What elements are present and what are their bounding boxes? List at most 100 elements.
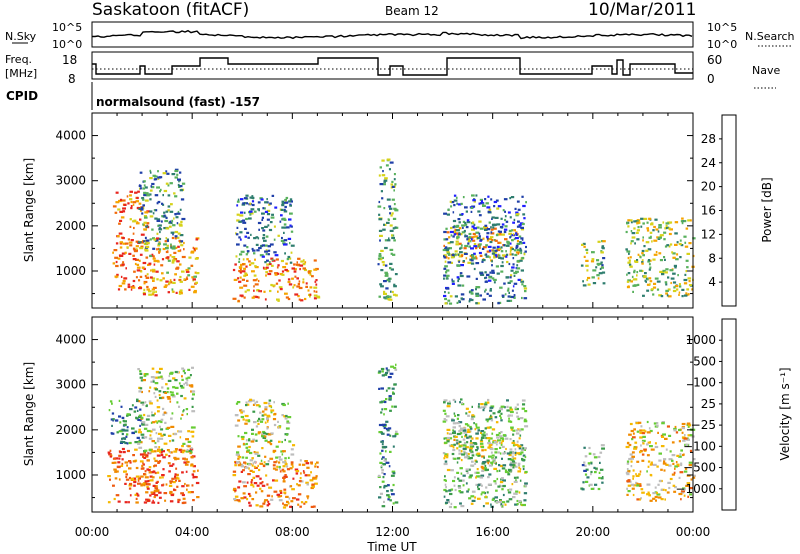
echo-cell — [386, 198, 391, 201]
echo-cell — [646, 420, 649, 424]
echo-cell — [461, 284, 465, 287]
echo-cell — [157, 176, 161, 179]
echo-cell — [656, 280, 661, 283]
echo-cell — [458, 232, 461, 235]
echo-cell — [143, 191, 147, 194]
echo-cell — [240, 465, 244, 468]
echo-cell — [239, 276, 242, 279]
echo-cell — [255, 504, 259, 507]
echo-cell — [148, 471, 152, 474]
echo-cell — [261, 435, 265, 438]
echo-cell — [263, 461, 266, 464]
echo-cell — [512, 257, 515, 260]
echo-cell — [245, 217, 248, 221]
colorbar-tick-label: 28 — [701, 132, 716, 146]
echo-cell — [500, 478, 502, 481]
echo-cell — [500, 477, 504, 480]
echo-cell — [158, 237, 162, 241]
echo-cell — [673, 429, 677, 432]
echo-cell — [156, 202, 159, 205]
echo-cell — [511, 460, 516, 463]
echo-cell — [380, 387, 384, 390]
echo-cell — [173, 251, 177, 254]
echo-cell — [500, 270, 504, 273]
echo-cell — [521, 222, 525, 226]
echo-cell — [459, 502, 462, 505]
echo-cell — [167, 291, 170, 294]
echo-cell — [163, 211, 166, 214]
echo-cell — [174, 475, 177, 478]
echo-cell — [174, 386, 179, 389]
echo-cell — [488, 439, 491, 442]
colorbar-tick-label: 25 — [701, 397, 716, 411]
echo-cell — [648, 217, 652, 220]
echo-cell — [489, 240, 493, 244]
echo-cell — [107, 501, 111, 504]
echo-cell — [517, 428, 520, 431]
echo-cell — [298, 463, 301, 466]
echo-cell — [307, 289, 310, 292]
echo-cell — [144, 476, 149, 479]
echo-cell — [482, 204, 486, 207]
echo-cell — [281, 200, 285, 203]
echo-cell — [251, 428, 254, 431]
echo-cell — [262, 464, 266, 468]
echo-cell — [137, 482, 141, 485]
echo-cell — [251, 457, 254, 460]
echo-cell — [515, 267, 518, 270]
echo-cell — [475, 288, 477, 291]
echo-cell — [262, 234, 266, 237]
echo-cell — [669, 450, 672, 453]
echo-cell — [672, 252, 676, 255]
echo-cell — [446, 231, 450, 234]
echo-cell — [138, 279, 141, 282]
echo-cell — [267, 224, 270, 227]
echo-cell — [652, 229, 655, 232]
echo-cell — [293, 270, 297, 273]
echo-cell — [248, 501, 251, 504]
echo-cell — [486, 250, 491, 253]
echo-cell — [383, 290, 386, 293]
echo-cell — [282, 480, 286, 483]
echo-cell — [626, 487, 628, 490]
echo-cell — [160, 434, 164, 437]
echo-cell — [389, 434, 392, 437]
echo-cell — [272, 464, 276, 467]
echo-cell — [139, 408, 142, 411]
echo-cell — [506, 500, 510, 503]
echo-cell — [142, 187, 146, 190]
echo-cell — [136, 494, 140, 497]
echo-cell — [309, 286, 313, 289]
echo-cell — [385, 461, 390, 464]
echo-cell — [457, 203, 462, 206]
echo-cell — [522, 503, 526, 507]
echo-cell — [170, 246, 172, 249]
echo-cell — [679, 285, 682, 288]
echo-cell — [509, 253, 512, 256]
echo-cell — [157, 410, 160, 413]
echo-cell — [481, 247, 485, 250]
echo-cell — [178, 278, 182, 282]
echo-cell — [632, 432, 635, 435]
echo-cell — [151, 253, 154, 256]
echo-cell — [489, 409, 493, 412]
echo-cell — [496, 436, 498, 439]
echo-cell — [485, 276, 488, 279]
echo-cell — [114, 457, 119, 460]
echo-cell — [309, 295, 311, 298]
echo-cell — [639, 498, 641, 501]
echo-cell — [287, 280, 291, 284]
echo-cell — [501, 467, 506, 470]
echo-cell — [507, 295, 511, 298]
echo-cell — [478, 232, 481, 235]
echo-cell — [257, 454, 261, 457]
echo-cell — [158, 460, 162, 463]
echo-cell — [586, 269, 589, 272]
echo-cell — [681, 288, 685, 291]
echo-cell — [680, 491, 685, 494]
echo-cell — [162, 433, 166, 436]
echo-cell — [151, 476, 155, 479]
echo-cell — [491, 260, 493, 263]
echo-cell — [293, 284, 296, 287]
echo-cell — [462, 220, 466, 223]
